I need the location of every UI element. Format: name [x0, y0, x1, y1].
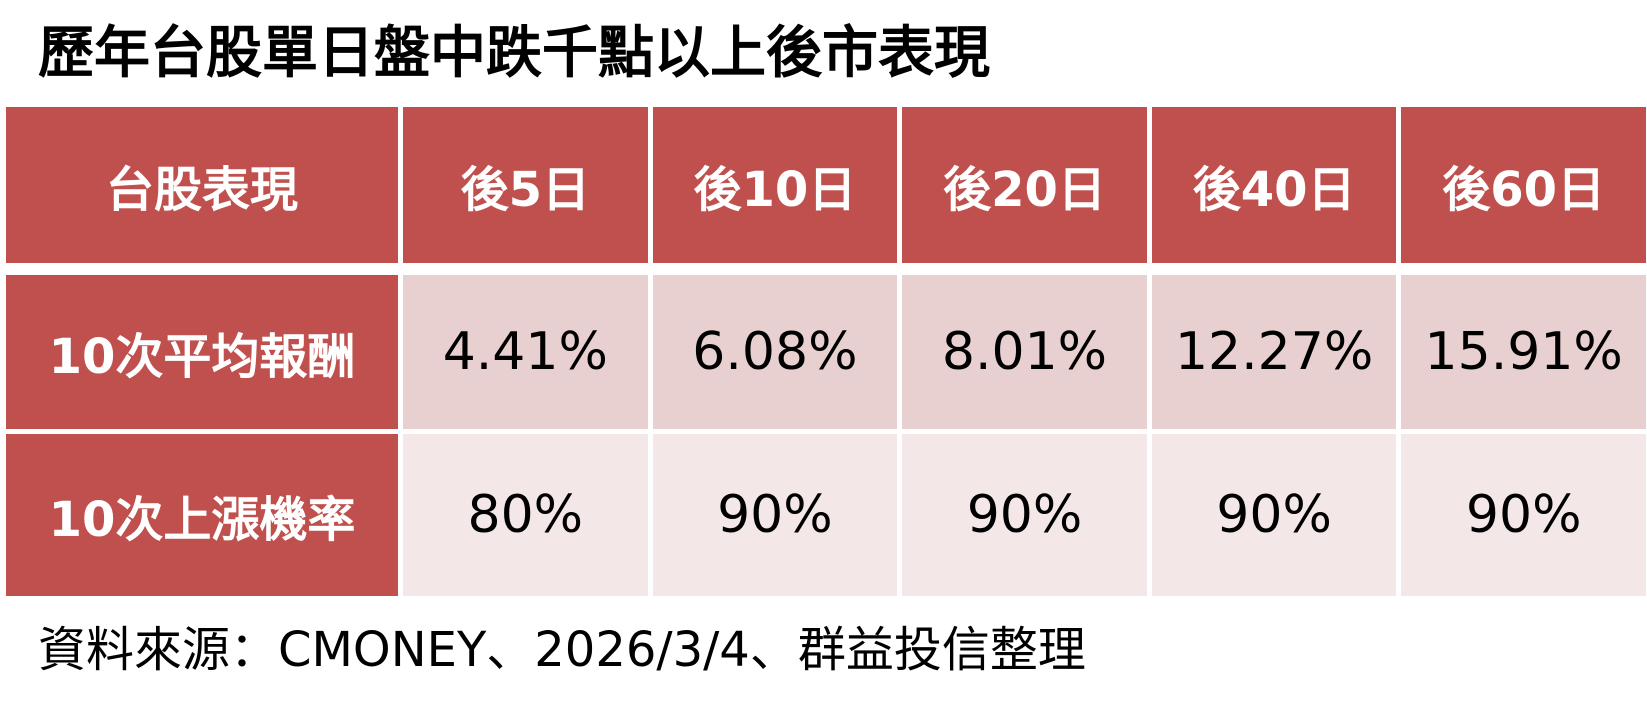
- table-cell: 90%: [652, 434, 898, 596]
- table-header-5d: 後5日: [403, 107, 648, 263]
- row-label-average-return: 10次平均報酬: [6, 275, 398, 429]
- table-header-40d: 後40日: [1151, 107, 1397, 263]
- returns-table: 台股表現 後5日 後10日 後20日 後40日 後60日 10次平均報酬 4.4…: [6, 107, 1646, 597]
- table-cell: 6.08%: [652, 275, 898, 429]
- table-cell: 12.27%: [1151, 275, 1397, 429]
- table-header-10d: 後10日: [652, 107, 898, 263]
- source-note: 資料來源：CMONEY、2026/3/4、群益投信整理: [38, 622, 1086, 678]
- page-title: 歷年台股單日盤中跌千點以上後市表現: [38, 21, 990, 86]
- table-header-20d: 後20日: [902, 107, 1147, 263]
- table-cell: 4.41%: [403, 275, 648, 429]
- table-cell: 15.91%: [1401, 275, 1646, 429]
- table-cell: 80%: [403, 434, 648, 596]
- table-cell: 90%: [1401, 434, 1646, 596]
- table-cell: 90%: [902, 434, 1147, 596]
- table-header-label: 台股表現: [6, 107, 398, 263]
- table-cell: 90%: [1151, 434, 1397, 596]
- row-label-up-probability: 10次上漲機率: [6, 434, 398, 596]
- table-cell: 8.01%: [902, 275, 1147, 429]
- table-header-60d: 後60日: [1401, 107, 1646, 263]
